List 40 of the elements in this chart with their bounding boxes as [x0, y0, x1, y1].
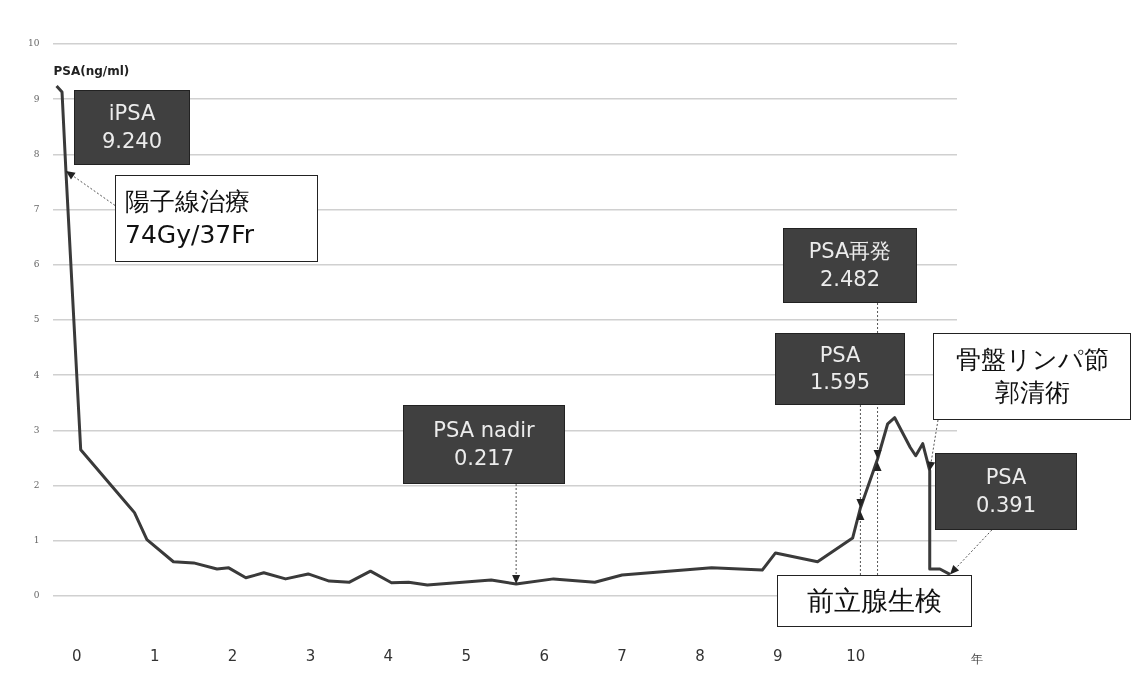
y-tick-label: 5	[33, 314, 40, 325]
x-tick-label: 7	[617, 646, 627, 665]
annotation: iPSA 9.240	[101, 100, 163, 155]
y-tick-label: 3	[33, 424, 40, 435]
x-tick-label: 0	[72, 646, 82, 665]
callout: PSA 1.595	[775, 333, 905, 405]
x-tick-label: 4	[383, 646, 394, 665]
y-tick-label: 8	[33, 148, 40, 159]
x-tick-label: 10	[846, 646, 866, 665]
callout: PSA再発 2.482	[783, 228, 917, 303]
x-tick-label: 1	[149, 646, 160, 665]
callout: PSA 0.391	[935, 453, 1077, 530]
x-tick-label: 5	[461, 646, 472, 665]
callout: 前立腺生検	[777, 575, 972, 627]
annotation: 前立腺生検	[807, 584, 942, 619]
x-tick-label: 9	[773, 646, 783, 665]
x-tick-label: 2	[227, 646, 238, 665]
annotation: 陽子線治療 74Gy/37Fr	[125, 186, 255, 251]
annotation: 骨盤リンパ節郭清術	[954, 344, 1110, 409]
x-tick-label: 8	[695, 646, 705, 665]
x-axis-title: 年	[971, 652, 983, 667]
y-tick-label: 6	[33, 259, 40, 270]
annotation: PSA 0.391	[975, 464, 1037, 519]
callout: 陽子線治療 74Gy/37Fr	[115, 175, 318, 262]
annotation: PSA nadir 0.217	[433, 417, 535, 472]
callout: iPSA 9.240	[74, 90, 190, 165]
y-tick-label: 0	[33, 590, 40, 601]
y-tick-label: 7	[33, 203, 40, 214]
y-tick-label: 2	[33, 479, 40, 490]
callout: 骨盤リンパ節郭清術	[933, 333, 1131, 420]
y-tick-label: 4	[33, 369, 40, 380]
callout: PSA nadir 0.217	[403, 405, 565, 484]
annotation: PSA再発 2.482	[808, 238, 892, 293]
x-tick-label: 6	[539, 646, 549, 665]
y-tick-label: 10	[28, 38, 40, 49]
y-axis-title: PSA(ng/ml)	[53, 63, 130, 78]
y-tick-label: 1	[33, 535, 40, 546]
y-tick-label: 9	[33, 93, 40, 104]
annotation: PSA 1.595	[809, 341, 871, 396]
x-tick-label: 3	[305, 646, 316, 665]
